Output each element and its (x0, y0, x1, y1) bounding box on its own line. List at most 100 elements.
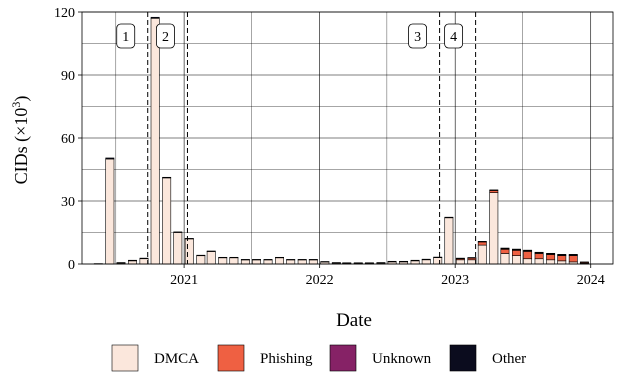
bar-other-2020-07 (117, 263, 125, 264)
bar-other-2022-06 (377, 263, 385, 264)
bar-other-2021-03 (207, 251, 215, 252)
bar-other-2021-09 (275, 257, 283, 258)
y-tick-label: 60 (61, 132, 75, 147)
y-tick-label: 90 (61, 69, 75, 84)
annotation-labels: 1 2 3 4 (117, 24, 463, 48)
annotation-label: 3 (414, 30, 421, 45)
bar-dmca-2023-04 (490, 193, 498, 264)
x-axis: 2021 2022 2023 2024 (170, 264, 605, 288)
legend-label: Other (492, 351, 526, 367)
x-tick-label: 2022 (306, 273, 334, 288)
bar-other-2023-05 (501, 248, 509, 249)
bar-dmca-2021-08 (264, 260, 272, 264)
bar-dmca-2021-04 (219, 258, 227, 264)
bar-dmca-2021-11 (298, 260, 306, 264)
bar-other-2022-08 (399, 261, 407, 262)
bar-other-2020-08 (128, 260, 136, 261)
bar-other-2023-03 (478, 241, 486, 242)
bar-phishing-2023-08 (535, 254, 543, 259)
legend-swatch (330, 345, 356, 371)
bar-dmca-2021-02 (197, 256, 205, 264)
annotation-label: 1 (122, 30, 129, 45)
bar-other-2022-10 (422, 259, 430, 260)
legend-swatch (218, 345, 244, 371)
bar-other-2021-01 (185, 238, 193, 239)
annotation-label: 2 (162, 30, 169, 45)
bar-other-2023-08 (535, 252, 543, 253)
bar-dmca-2021-06 (241, 260, 249, 264)
legend: DMCA Phishing Unknown Other (112, 345, 526, 371)
bar-other-2023-10 (558, 254, 566, 255)
bar-dmca-2021-05 (230, 258, 238, 264)
bar-phishing-2023-07 (523, 251, 531, 258)
bar-phishing-2023-06 (512, 250, 520, 255)
bar-other-2022-02 (332, 263, 340, 264)
bar-other-2022-09 (411, 260, 419, 261)
bar-phishing-2023-04 (490, 191, 498, 193)
bar-other-2023-02 (468, 257, 476, 258)
bar-dmca-2020-08 (128, 261, 136, 264)
bar-other-2022-03 (343, 263, 351, 264)
annotation-2: 2 (156, 24, 174, 48)
annotation-4: 4 (445, 24, 463, 48)
bar-other-2023-07 (523, 250, 531, 251)
legend-item-phishing: Phishing (218, 345, 313, 371)
bar-dmca-2020-11 (163, 178, 171, 264)
bar-other-2021-06 (241, 259, 249, 260)
bar-other-2021-07 (252, 259, 260, 260)
bar-phishing-2023-05 (501, 249, 509, 253)
bar-dmca-2023-09 (546, 260, 554, 264)
bar-other-2020-11 (163, 177, 171, 178)
bar-other-2022-01 (321, 261, 329, 262)
bar-dmca-2023-01 (456, 260, 464, 264)
bar-phishing-2023-11 (569, 256, 577, 262)
bar-other-2022-11 (434, 257, 442, 258)
bar-dmca-2022-12 (445, 218, 453, 264)
bar-dmca-2021-12 (309, 260, 317, 264)
x-tick-label: 2021 (170, 273, 198, 288)
bar-other-2021-02 (197, 255, 205, 256)
bar-dmca-2023-07 (523, 259, 531, 264)
x-tick-label: 2023 (441, 273, 469, 288)
bar-phishing-2023-10 (558, 256, 566, 261)
x-axis-label: Date (336, 310, 372, 331)
bar-other-2022-07 (388, 261, 396, 262)
bar-other-2020-06 (106, 158, 114, 159)
bars (94, 17, 588, 264)
bar-dmca-2023-06 (512, 256, 520, 264)
bar-other-2022-05 (365, 263, 373, 264)
bar-dmca-2021-03 (207, 251, 215, 264)
legend-label: Phishing (260, 351, 313, 367)
y-tick-label: 30 (61, 195, 75, 210)
legend-item-unknown: Unknown (330, 345, 432, 371)
annotation-label: 4 (450, 30, 457, 45)
bar-dmca-2023-02 (468, 260, 476, 264)
bar-phishing-2023-03 (478, 242, 486, 245)
bar-other-2023-01 (456, 258, 464, 259)
y-tick-label: 120 (54, 6, 75, 21)
bar-phishing-2023-09 (546, 255, 554, 260)
bar-dmca-2021-07 (252, 260, 260, 264)
bar-dmca-2020-09 (140, 259, 148, 264)
legend-label: DMCA (154, 351, 199, 367)
bar-dmca-2022-09 (411, 261, 419, 264)
bar-other-2023-04 (490, 190, 498, 191)
y-axis-label: CIDs (×103) (9, 96, 32, 185)
legend-item-other: Other (450, 345, 526, 371)
bar-dmca-2020-06 (106, 159, 114, 264)
x-tick-label: 2024 (577, 273, 605, 288)
bar-other-2021-10 (287, 259, 295, 260)
bar-other-2023-11 (569, 254, 577, 255)
bar-dmca-2023-10 (558, 261, 566, 264)
bar-other-2023-06 (512, 249, 520, 250)
bar-other-2023-12 (580, 262, 588, 263)
bar-dmca-2022-11 (434, 258, 442, 264)
y-tick-label: 0 (68, 258, 75, 273)
bar-dmca-2021-09 (275, 258, 283, 264)
grid (82, 12, 613, 264)
bar-dmca-2023-05 (501, 254, 509, 265)
bar-other-2020-10 (151, 17, 159, 18)
legend-label: Unknown (372, 351, 432, 367)
bar-other-2020-12 (174, 232, 182, 233)
